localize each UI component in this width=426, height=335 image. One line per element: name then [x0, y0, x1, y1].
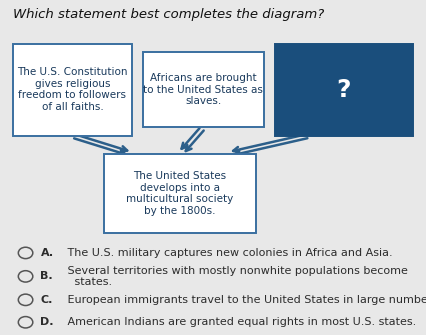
Text: Which statement best completes the diagram?: Which statement best completes the diagr…	[13, 8, 324, 21]
Text: D.: D.	[40, 317, 54, 327]
Text: ?: ?	[337, 78, 351, 102]
Text: C.: C.	[40, 295, 53, 305]
Text: The U.S. military captures new colonies in Africa and Asia.: The U.S. military captures new colonies …	[64, 248, 392, 258]
Text: The United States
develops into a
multicultural society
by the 1800s.: The United States develops into a multic…	[127, 171, 233, 216]
FancyBboxPatch shape	[13, 44, 132, 136]
Text: Africans are brought
to the United States as
slaves.: Africans are brought to the United State…	[144, 73, 263, 106]
FancyBboxPatch shape	[143, 52, 264, 127]
Text: European immigrants travel to the United States in large numbers.: European immigrants travel to the United…	[64, 295, 426, 305]
FancyBboxPatch shape	[275, 44, 413, 136]
Text: The U.S. Constitution
gives religious
freedom to followers
of all faiths.: The U.S. Constitution gives religious fr…	[17, 67, 128, 112]
Text: B.: B.	[40, 271, 53, 281]
FancyBboxPatch shape	[104, 154, 256, 233]
Text: A.: A.	[40, 248, 54, 258]
Text: American Indians are granted equal rights in most U.S. states.: American Indians are granted equal right…	[64, 317, 416, 327]
Text: Several territories with mostly nonwhite populations become
   states.: Several territories with mostly nonwhite…	[64, 266, 408, 287]
